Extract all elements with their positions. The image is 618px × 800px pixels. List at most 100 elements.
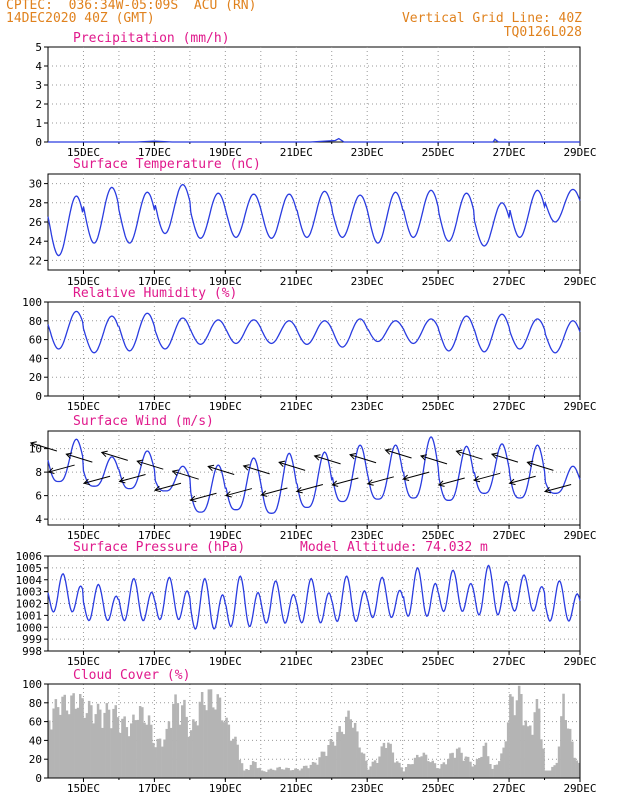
header-model: TQ0126L028	[503, 25, 582, 40]
temp-ytick-label: 26	[29, 216, 42, 229]
cloud-bar	[305, 765, 308, 778]
cloud-bar	[96, 703, 100, 778]
cloud-bar	[167, 721, 171, 778]
cloud-bar	[251, 761, 255, 778]
cloud-bar	[440, 764, 443, 778]
cloud-bar	[573, 757, 576, 778]
cloud-bar	[398, 762, 401, 778]
cloud-bar	[236, 744, 239, 778]
cloud-bar	[196, 725, 199, 778]
precip-xtick-label: 23DEC	[351, 146, 384, 159]
pressure-xtick-label: 23DEC	[351, 655, 384, 668]
rh-xtick-label: 23DEC	[351, 400, 384, 413]
cloud-bar	[367, 769, 370, 778]
wind-arrow-head	[136, 459, 144, 466]
cloud-bar	[99, 709, 102, 778]
cloud-bar	[564, 720, 567, 778]
wind-xtick-label: 21DEC	[280, 529, 313, 542]
cloud-bar	[247, 770, 250, 778]
cloud-bar	[200, 692, 204, 778]
precip-title: Precipitation (mm/h)	[73, 31, 230, 46]
cloud-bar	[316, 764, 319, 778]
precip-xtick-label: 19DEC	[209, 146, 242, 159]
wind-ytick-label: 4	[35, 513, 42, 526]
rh-ytick-label: 60	[29, 334, 42, 347]
cloud-bar	[404, 767, 408, 778]
cloud-bar	[114, 705, 117, 778]
cloud-bar	[320, 751, 324, 778]
rh-xtick-label: 27DEC	[493, 400, 526, 413]
cloud-bar	[504, 741, 508, 778]
cloud-bar	[134, 720, 137, 778]
wind-arrow	[296, 483, 323, 492]
cloud-bar	[256, 768, 259, 778]
cloud-bar	[571, 741, 574, 778]
cloud-bar	[535, 699, 539, 778]
precip-panel: 0 1 2 3 4 5 15DEC 17DEC 19DEC 21DEC 23DEC 25DEC 27DE…	[35, 31, 596, 159]
cloud-bar	[238, 759, 242, 778]
cloud-bar	[376, 763, 379, 778]
cloud-bar	[411, 764, 414, 778]
wind-arrow-head	[65, 452, 73, 459]
cloud-bar	[227, 724, 231, 778]
cloud-bar	[187, 736, 191, 778]
cloud-bar	[568, 728, 572, 778]
cloud-ytick-label: 60	[29, 716, 42, 729]
cloud-bar	[424, 754, 428, 778]
wind-arrow	[30, 442, 58, 452]
cloud-bar	[560, 716, 563, 778]
precip-xtick-label: 15DEC	[67, 146, 100, 159]
cloud-bar	[413, 757, 417, 778]
cloud-bar	[267, 769, 270, 778]
cloud-bar	[449, 753, 452, 778]
cloud-bar	[329, 739, 332, 778]
wind-arrow	[509, 475, 536, 484]
cloud-bar	[546, 770, 550, 778]
cloud-bar	[562, 693, 565, 778]
temp-ytick-label: 30	[29, 178, 42, 191]
cloud-bar	[263, 771, 266, 778]
rh-xtick-label: 17DEC	[138, 400, 171, 413]
cloud-bar	[249, 764, 253, 778]
precip-frame	[47, 46, 581, 143]
cloud-bar	[495, 764, 499, 778]
wind-xtick-label: 19DEC	[209, 529, 242, 542]
wind-arrow-head	[295, 486, 303, 494]
cloud-bar	[258, 767, 262, 778]
cloud-bar	[342, 734, 346, 778]
header-location: CPTEC: 036:34W-05:09S ACU (RN)	[6, 0, 257, 13]
cloud-bar	[451, 752, 454, 778]
cloud-bar	[464, 756, 468, 778]
rh-panel: 0 20 40 60 80 100 15DEC 17DEC 19DEC 21DEC 23DEC 25D…	[22, 286, 596, 413]
cloud-bar	[214, 709, 217, 778]
wind-title: Surface Wind (m/s)	[73, 414, 214, 429]
pressure-ytick-label: 1005	[16, 562, 43, 575]
wind-arrow-head	[526, 460, 534, 468]
cloud-bar	[174, 694, 177, 778]
cloud-bar	[274, 770, 277, 778]
wind-arrow-head	[242, 464, 250, 471]
temp-ytick-label: 24	[29, 235, 43, 248]
wind-arrow-head	[473, 475, 481, 483]
precip-ytick-label: 0	[35, 136, 42, 149]
wind-arrow	[261, 487, 288, 496]
wind-arrow-head	[260, 490, 268, 497]
rh-xtick-label: 21DEC	[280, 400, 313, 413]
cloud-frame-top	[47, 683, 581, 779]
wind-arrow	[278, 461, 306, 471]
pressure-ytick-label: 1001	[16, 609, 43, 622]
cloud-bar	[232, 738, 235, 778]
cloud-bar	[92, 723, 95, 778]
cloud-bar	[389, 743, 392, 778]
wind-arrow	[243, 465, 270, 475]
cloud-bar	[121, 718, 124, 778]
wind-arrow	[474, 472, 501, 481]
cloud-bar	[218, 697, 222, 778]
cloud-bar	[493, 765, 497, 778]
cloud-bar	[356, 731, 359, 778]
cloud-xtick-label: 27DEC	[493, 782, 526, 795]
cloud-bar	[396, 761, 399, 778]
temp-xtick-label: 25DEC	[422, 275, 455, 288]
temp-xtick-label: 17DEC	[138, 275, 171, 288]
wind-arrow-head	[207, 464, 215, 472]
